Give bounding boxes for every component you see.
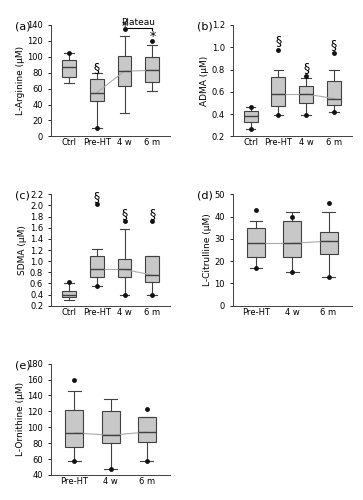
Text: (b): (b) (197, 22, 212, 32)
Y-axis label: L-Arginine (μM): L-Arginine (μM) (16, 46, 25, 116)
Bar (145, 57, 159, 82)
Text: *: * (121, 20, 128, 33)
Bar (102, 412, 120, 443)
Bar (299, 86, 313, 103)
Bar (247, 228, 265, 256)
Y-axis label: L-Ornithine (μM): L-Ornithine (μM) (16, 382, 25, 456)
Text: §: § (94, 190, 100, 202)
Bar (319, 232, 338, 254)
Bar (138, 417, 156, 442)
Y-axis label: L-Citrulline (μM): L-Citrulline (μM) (203, 214, 212, 286)
Bar (145, 256, 159, 281)
Text: §: § (121, 207, 128, 220)
Y-axis label: SDMA (μM): SDMA (μM) (18, 225, 27, 275)
Bar (65, 410, 83, 447)
Text: §: § (331, 38, 337, 51)
Text: (c): (c) (15, 191, 30, 201)
Bar (283, 221, 301, 256)
Text: §: § (275, 34, 282, 48)
Bar (118, 56, 131, 86)
Bar (118, 260, 131, 276)
Bar (244, 111, 258, 122)
Bar (62, 60, 76, 76)
Bar (90, 256, 104, 276)
Bar (62, 290, 76, 298)
Bar (327, 80, 341, 105)
Text: Plateau: Plateau (121, 18, 155, 28)
Text: (d): (d) (197, 191, 213, 201)
Bar (272, 78, 285, 106)
Text: (a): (a) (15, 22, 30, 32)
Text: §: § (94, 62, 100, 74)
Y-axis label: ADMA (μM): ADMA (μM) (200, 56, 209, 106)
Text: *: * (149, 30, 155, 43)
Text: §: § (303, 61, 309, 74)
Bar (90, 79, 104, 100)
Text: §: § (149, 207, 155, 220)
Text: (e): (e) (15, 360, 30, 370)
